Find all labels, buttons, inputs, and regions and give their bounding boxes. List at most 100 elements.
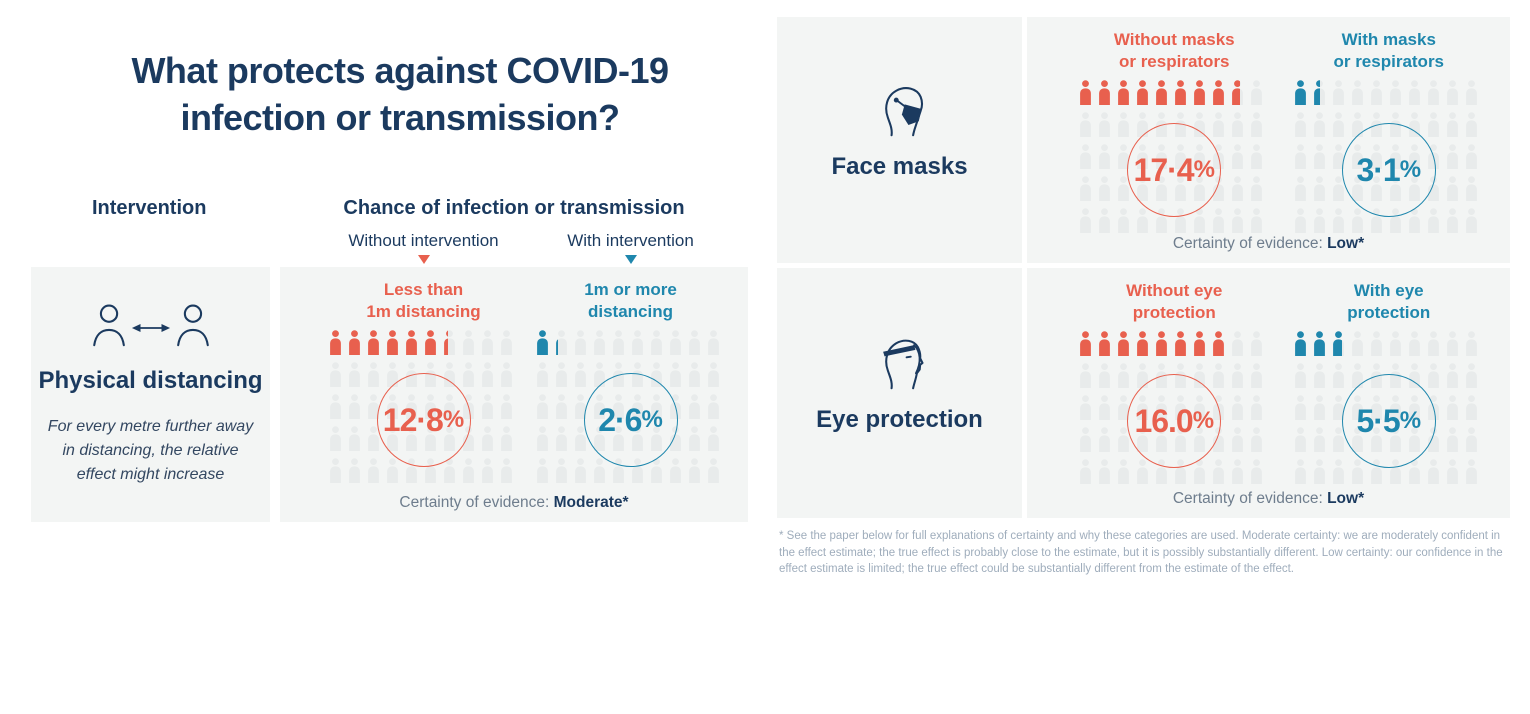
person-icon xyxy=(1332,112,1345,137)
person-icon xyxy=(1465,112,1478,137)
without-intervention-subheader: Without intervention xyxy=(320,231,527,264)
person-icon xyxy=(481,362,494,387)
person-icon xyxy=(1231,208,1244,233)
person-icon xyxy=(1465,80,1478,105)
physical-distancing-data-panel: Less than 1m distancing 12·8% 1m or more… xyxy=(280,267,748,522)
physical-distancing-label-panel: Physical distancing For every metre furt… xyxy=(31,267,270,522)
masks-certainty: Certainty of evidence: Low* xyxy=(1172,235,1365,252)
person-icon xyxy=(1427,208,1440,233)
page-title: What protects against COVID-19 infection… xyxy=(58,48,742,142)
red-down-triangle-icon xyxy=(417,255,430,264)
person-icon xyxy=(1313,363,1326,388)
eye-with-heading: With eye protection xyxy=(1347,281,1431,322)
certainty-footnote: * See the paper below for full explanati… xyxy=(779,530,1503,576)
person-icon xyxy=(443,458,456,483)
person-icon xyxy=(650,330,663,355)
masks-certainty-value: Low* xyxy=(1327,235,1365,252)
eye-without-heading: Without eye protection xyxy=(1126,281,1223,322)
person-icon xyxy=(1294,395,1307,420)
person-icon xyxy=(1212,363,1225,388)
eye-certainty: Certainty of evidence: Low* xyxy=(1172,490,1365,507)
person-icon xyxy=(555,394,568,419)
person-icon xyxy=(1231,395,1244,420)
person-icon xyxy=(424,330,437,355)
person-icon xyxy=(1332,176,1345,201)
distancing-without-group: Less than 1m distancing 12·8% xyxy=(320,279,527,522)
eye-without-group: Without eye protection 16.0% xyxy=(1067,280,1282,518)
person-icon xyxy=(1079,331,1092,356)
person-icon xyxy=(1250,176,1263,201)
person-icon xyxy=(1231,176,1244,201)
person-icon xyxy=(1079,80,1092,105)
person-icon xyxy=(1250,80,1263,105)
person-icon xyxy=(1079,427,1092,452)
person-icon xyxy=(1446,144,1459,169)
person-icon xyxy=(481,458,494,483)
person-icon xyxy=(1250,331,1263,356)
person-icon xyxy=(1313,208,1326,233)
person-icon xyxy=(443,330,456,355)
physical-distancing-icon xyxy=(89,303,213,353)
person-icon xyxy=(500,362,513,387)
person-icon xyxy=(1212,331,1225,356)
eye-without-percentage: 16.0% xyxy=(1127,374,1222,468)
person-icon xyxy=(1427,331,1440,356)
person-icon xyxy=(462,330,475,355)
distancing-certainty-value: Moderate* xyxy=(553,494,629,511)
masks-with-pictogram xyxy=(1294,80,1484,240)
person-icon xyxy=(1193,80,1206,105)
person-icon xyxy=(1117,363,1130,388)
person-icon xyxy=(348,362,361,387)
person-icon xyxy=(1231,331,1244,356)
person-icon xyxy=(536,426,549,451)
eye-protection-title: Eye protection xyxy=(816,406,983,433)
person-icon xyxy=(1136,331,1149,356)
person-icon xyxy=(1117,80,1130,105)
person-icon xyxy=(574,330,587,355)
person-icon xyxy=(707,426,720,451)
distancing-with-heading: 1m or more distancing xyxy=(584,280,677,321)
person-icon xyxy=(481,426,494,451)
person-icon xyxy=(1332,363,1345,388)
person-icon xyxy=(1389,80,1402,105)
person-icon xyxy=(500,330,513,355)
person-icon xyxy=(1351,459,1364,484)
person-icon xyxy=(1231,112,1244,137)
person-icon xyxy=(329,330,342,355)
person-icon xyxy=(1294,144,1307,169)
masks-without-group: Without masks or respirators 17·4% xyxy=(1067,29,1282,263)
person-icon xyxy=(1294,459,1307,484)
person-icon xyxy=(1231,427,1244,452)
person-icon xyxy=(481,330,494,355)
chance-header: Chance of infection or transmission xyxy=(343,197,685,219)
person-icon xyxy=(1465,427,1478,452)
person-icon xyxy=(348,330,361,355)
person-icon xyxy=(1212,112,1225,137)
person-icon xyxy=(1446,176,1459,201)
person-icon xyxy=(1250,208,1263,233)
person-icon xyxy=(1250,395,1263,420)
person-icon xyxy=(688,426,701,451)
person-icon xyxy=(329,362,342,387)
person-icon xyxy=(1332,144,1345,169)
person-icon xyxy=(1231,363,1244,388)
masks-with-group: With masks or respirators 3·1% xyxy=(1282,29,1497,263)
person-icon xyxy=(555,362,568,387)
masks-without-percentage: 17·4% xyxy=(1127,123,1222,217)
person-icon xyxy=(574,426,587,451)
person-icon xyxy=(1079,208,1092,233)
person-icon xyxy=(1446,459,1459,484)
person-icon xyxy=(1250,144,1263,169)
person-icon xyxy=(386,458,399,483)
person-icon xyxy=(669,458,682,483)
person-icon xyxy=(1174,80,1187,105)
person-icon xyxy=(1313,331,1326,356)
person-icon xyxy=(1098,112,1111,137)
person-icon xyxy=(1098,331,1111,356)
person-icon xyxy=(1098,363,1111,388)
person-icon xyxy=(1427,112,1440,137)
person-icon xyxy=(1250,427,1263,452)
person-icon xyxy=(1332,331,1345,356)
teal-down-triangle-icon xyxy=(624,255,637,264)
page-title-line2: infection or transmission? xyxy=(180,96,620,138)
